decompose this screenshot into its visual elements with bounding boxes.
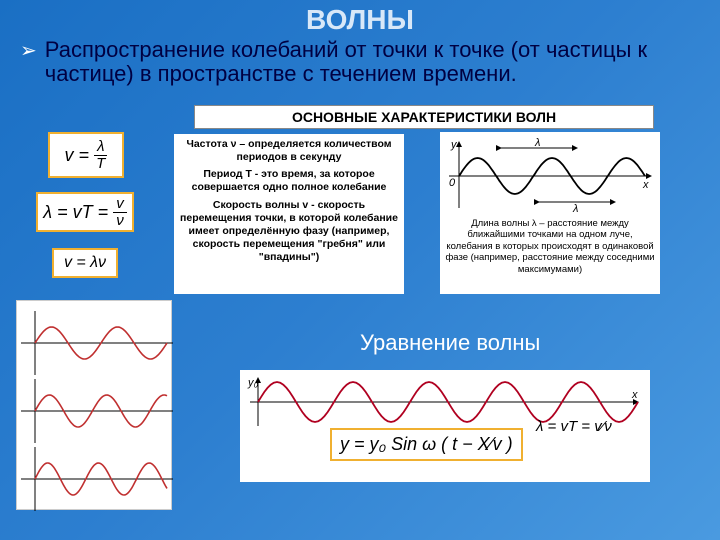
f1-lhs: v = (65, 145, 90, 166)
svg-text:y: y (450, 139, 458, 151)
svg-text:y₀: y₀ (247, 377, 259, 389)
f1-frac: λ T (94, 139, 107, 171)
svg-text:λ: λ (534, 137, 540, 149)
def-frequency: Частота ν – определяется количеством пер… (176, 138, 402, 164)
svg-text:λ: λ (572, 203, 578, 214)
wavelength-caption: Длина волны λ – расстояние между ближайш… (444, 218, 656, 275)
lambda-relation: λ = vT = v⁄ν (536, 418, 612, 435)
wavelength-box: y x 0 λ λ Длина волны λ – расстояние меж… (440, 132, 660, 294)
svg-text:x: x (642, 179, 649, 191)
equation-panel: y₀ x y = y₀ Sin ω ( t − X⁄v ) λ = vT = v… (240, 370, 650, 482)
definition-row: ➢ Распространение колебаний от точки к т… (0, 36, 720, 92)
f2-frac: v ν (113, 196, 127, 228)
slide-title: ВОЛНЫ (0, 0, 720, 36)
wave-equation: y = y₀ Sin ω ( t − X⁄v ) (330, 428, 523, 461)
equation-title: Уравнение волны (360, 330, 540, 356)
svg-text:x: x (631, 389, 638, 401)
panel-header: ОСНОВНЫЕ ХАРАКТЕРИСТИКИ ВОЛН (194, 105, 654, 129)
bullet-icon: ➢ (20, 38, 37, 86)
formula-lambda: λ = vT = v ν (36, 192, 134, 232)
wavelength-diagram: y x 0 λ λ (444, 136, 656, 216)
definitions-box: Частота ν – определяется количеством пер… (174, 134, 404, 294)
def-period: Период Т - это время, за которое соверша… (176, 168, 402, 194)
svg-text:0: 0 (449, 177, 456, 189)
def-speed: Скорость волны v - скорость перемещения … (176, 199, 402, 265)
mini-plots (16, 300, 172, 510)
formula-speed: v = λ T (48, 132, 124, 178)
definition-text: Распространение колебаний от точки к точ… (45, 38, 700, 86)
f2-lhs: λ = vT = (43, 202, 108, 223)
formula-vlnu: v = λν (52, 248, 118, 278)
